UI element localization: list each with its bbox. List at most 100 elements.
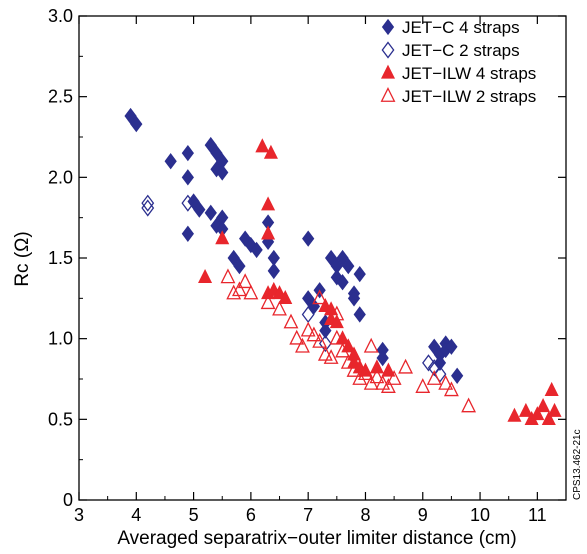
data-point-series-3 [261, 196, 276, 211]
data-point-series-4 [231, 281, 247, 297]
data-point-series-4 [260, 294, 276, 310]
data-point-series-3 [536, 398, 551, 413]
data-point-series-1 [433, 354, 447, 372]
x-tick-label: 4 [131, 505, 141, 525]
x-axis-label: Averaged separatrix−outer limiter distan… [117, 528, 516, 549]
data-point-series-3 [255, 138, 270, 153]
data-point-series-4 [283, 313, 299, 329]
data-point-series-3 [263, 144, 278, 159]
data-point-series-3 [278, 289, 293, 304]
data-point-series-1 [193, 201, 206, 218]
data-point-series-2 [181, 194, 195, 212]
data-point-series-3 [530, 406, 545, 421]
data-point-series-4 [226, 284, 242, 300]
data-point-series-4 [369, 368, 385, 384]
data-point-series-1 [181, 225, 194, 242]
data-point-series-3 [198, 268, 213, 284]
legend-label-4: JET−ILW 2 straps [402, 87, 536, 106]
x-tick-label: 5 [189, 505, 199, 525]
data-point-series-3 [215, 230, 230, 245]
data-point-series-3 [261, 225, 276, 240]
data-point-series-1 [302, 230, 315, 247]
data-point-series-1 [181, 144, 194, 162]
data-point-series-4 [358, 365, 373, 381]
data-point-series-1 [130, 115, 143, 133]
data-point-series-4 [312, 332, 328, 348]
x-tick-label: 11 [528, 505, 547, 525]
data-point-series-1 [445, 338, 458, 355]
data-point-series-4 [300, 321, 316, 337]
data-point-series-4 [295, 337, 310, 353]
data-point-series-3 [329, 314, 344, 329]
data-point-series-4 [317, 345, 333, 361]
data-point-series-3 [381, 362, 396, 377]
legend: JET−C 4 straps JET−C 2 straps JET−ILW 4 st… [380, 18, 536, 106]
data-point-series-1 [210, 144, 223, 162]
legend-label-2: JET−C 2 straps [402, 41, 520, 60]
y-axis-label: Rc (Ω) [12, 231, 33, 286]
data-point-series-1 [204, 136, 217, 154]
data-point-series-4 [312, 289, 328, 305]
data-point-series-1 [227, 249, 240, 267]
data-point-series-1 [336, 249, 349, 267]
data-point-series-1 [250, 241, 263, 259]
y-tick-label: 1.5 [48, 248, 73, 268]
data-point-series-4 [386, 370, 402, 385]
plot-area: 3 4 5 6 7 8 9 10 11 0 0.5 1.0 1.5 2.0 2.5 3.0 [48, 6, 567, 525]
x-tick-label: 7 [303, 505, 313, 525]
data-point-series-4 [443, 381, 459, 397]
data-point-series-4 [352, 370, 368, 385]
data-point-series-1 [376, 349, 389, 367]
x-tick-label: 6 [246, 505, 256, 525]
data-point-series-4 [380, 378, 396, 393]
data-point-series-2 [427, 359, 441, 377]
data-point-series-3 [507, 407, 522, 422]
data-point-series-4 [461, 397, 477, 413]
data-point-series-3 [547, 402, 562, 417]
legend-marker-4 [380, 87, 396, 102]
y-tick-label: 0.5 [48, 409, 73, 429]
data-point-series-4 [289, 329, 305, 345]
data-point-series-4 [415, 378, 431, 393]
data-point-series-4 [220, 268, 236, 284]
data-point-series-4 [398, 358, 414, 374]
data-point-series-1 [428, 338, 441, 355]
y-tick-label: 1.0 [48, 329, 73, 349]
data-point-series-4 [272, 300, 287, 316]
data-point-series-1 [336, 274, 349, 291]
data-point-series-3 [541, 410, 556, 425]
y-tick-label: 2.5 [48, 87, 73, 107]
data-point-series-1 [204, 204, 217, 221]
data-point-series-2 [141, 194, 155, 212]
data-point-series-1 [302, 290, 315, 307]
data-point-series-4 [426, 370, 442, 385]
y-tick-label: 0 [63, 490, 73, 510]
data-point-series-1 [216, 164, 229, 181]
data-point-series-1 [324, 249, 338, 267]
data-point-series-1 [319, 322, 332, 339]
data-point-series-3 [544, 381, 559, 396]
legend-marker-3 [380, 64, 396, 79]
data-point-series-1 [347, 290, 361, 307]
x-tick-label: 8 [360, 505, 370, 525]
legend-label-3: JET−ILW 4 straps [402, 64, 536, 83]
data-point-series-1 [353, 306, 366, 323]
data-point-series-1 [164, 153, 177, 170]
data-point-series-4 [237, 273, 253, 289]
data-point-series-2 [141, 199, 155, 217]
legend-marker-1 [381, 18, 395, 36]
data-point-series-1 [342, 257, 355, 275]
data-point-series-4 [329, 329, 345, 345]
data-point-series-4 [375, 374, 391, 390]
data-point-series-1 [353, 265, 366, 283]
data-point-series-4 [363, 337, 379, 353]
data-point-series-1 [181, 169, 194, 186]
data-point-series-3 [369, 359, 384, 374]
data-point-series-1 [267, 262, 280, 280]
data-point-series-4 [340, 353, 356, 369]
y-tick-label: 2.0 [48, 167, 73, 187]
data-point-series-4 [335, 342, 350, 358]
data-point-series-4 [243, 284, 259, 300]
data-point-series-4 [438, 374, 454, 390]
x-tick-label: 10 [470, 505, 490, 525]
